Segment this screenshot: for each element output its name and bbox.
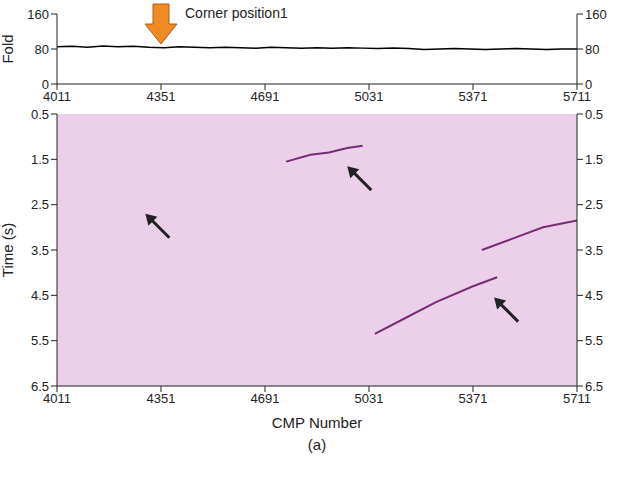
svg-text:Corner position1: Corner position1 [185,5,288,21]
svg-text:4011: 4011 [43,391,71,407]
svg-text:5031: 5031 [355,391,384,406]
svg-text:2.5: 2.5 [585,197,603,212]
svg-text:2.5: 2.5 [31,197,49,212]
svg-text:5031: 5031 [355,89,384,104]
svg-text:6.5: 6.5 [31,379,49,394]
svg-text:5711: 5711 [563,89,591,105]
svg-text:5711: 5711 [563,391,591,407]
svg-text:4.5: 4.5 [585,288,603,303]
svg-text:5.5: 5.5 [585,333,603,348]
svg-text:1.5: 1.5 [585,152,603,167]
svg-text:4351: 4351 [147,89,176,104]
svg-text:80: 80 [585,42,599,57]
svg-text:4691: 4691 [251,391,280,406]
svg-text:160: 160 [585,7,607,22]
svg-text:5371: 5371 [459,89,488,104]
svg-text:0.5: 0.5 [585,107,603,122]
svg-text:4691: 4691 [251,89,280,104]
svg-text:CMP Number: CMP Number [272,414,363,430]
svg-text:6.5: 6.5 [585,379,603,394]
svg-text:5371: 5371 [459,391,488,406]
svg-text:Fold: Fold [0,34,16,63]
svg-text:4351: 4351 [147,391,176,406]
svg-text:4011: 4011 [43,89,71,105]
svg-text:3.5: 3.5 [585,243,603,258]
html-text:(a): (a) [307,436,327,453]
svg-text:80: 80 [35,42,49,57]
svg-text:4.5: 4.5 [31,288,49,303]
svg-text:0.5: 0.5 [31,107,49,122]
svg-text:160: 160 [27,7,49,22]
svg-text:0: 0 [585,77,592,92]
svg-text:1.5: 1.5 [31,152,49,167]
svg-text:5.5: 5.5 [31,333,49,348]
svg-text:Time (s): Time (s) [0,223,16,277]
svg-text:3.5: 3.5 [31,243,49,258]
svg-text:0: 0 [42,77,49,92]
